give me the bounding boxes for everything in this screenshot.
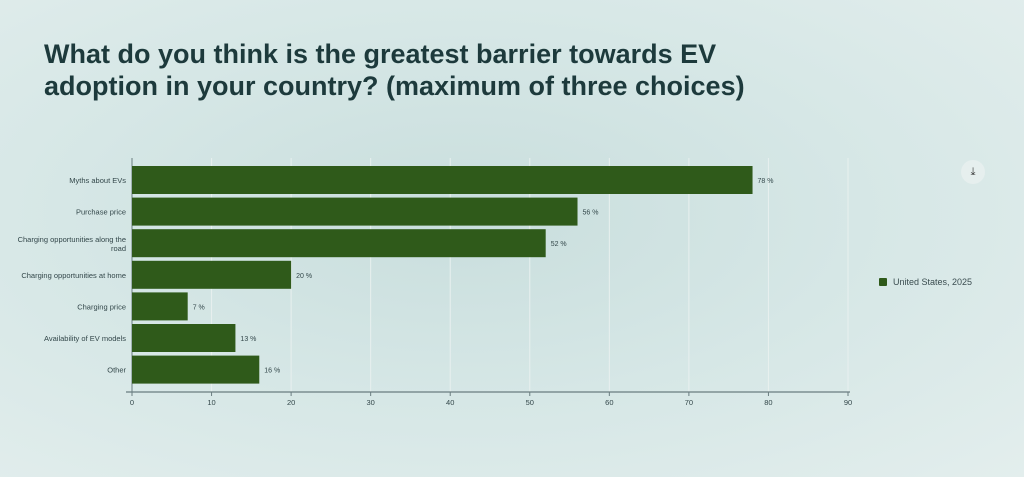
download-button[interactable]: ⤓ <box>961 160 985 184</box>
bar <box>132 292 188 321</box>
data-label: 52 % <box>551 241 567 248</box>
data-label: 7 % <box>193 304 205 311</box>
legend-label: United States, 2025 <box>893 277 973 287</box>
bar <box>132 166 753 194</box>
x-tick-label: 90 <box>844 398 852 407</box>
bar <box>132 229 546 258</box>
category-label: Availability of EV models <box>44 334 126 343</box>
legend-swatch <box>879 278 887 286</box>
download-icon: ⤓ <box>970 165 976 178</box>
data-label: 16 % <box>264 368 280 375</box>
x-tick-label: 50 <box>526 398 534 407</box>
category-label: Myths about EVs <box>69 176 126 185</box>
x-tick-label: 40 <box>446 398 454 407</box>
category-label: Purchase price <box>76 208 126 217</box>
data-label: 78 % <box>758 178 774 185</box>
category-label: Charging opportunities at home <box>21 271 126 280</box>
x-tick-label: 10 <box>207 398 215 407</box>
legend[interactable]: United States, 2025 <box>879 277 972 287</box>
bar <box>132 355 260 384</box>
category-label: Charging price <box>77 302 126 311</box>
data-label: 13 % <box>240 336 256 343</box>
x-tick-label: 0 <box>130 398 134 407</box>
x-tick-label: 30 <box>366 398 374 407</box>
chart-title: What do you think is the greatest barrie… <box>44 39 745 101</box>
data-label: 20 % <box>296 273 312 280</box>
x-tick-label: 80 <box>764 398 772 407</box>
data-label: 56 % <box>583 210 599 217</box>
bar <box>132 324 236 352</box>
category-label: Other <box>107 366 126 375</box>
bar <box>132 260 292 289</box>
x-tick-label: 20 <box>287 398 295 407</box>
x-tick-label: 70 <box>685 398 693 407</box>
category-label: Charging opportunities along the road <box>18 235 126 253</box>
bar <box>132 197 578 226</box>
x-tick-label: 60 <box>605 398 613 407</box>
